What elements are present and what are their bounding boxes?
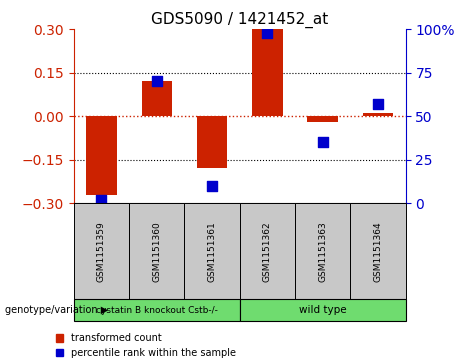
Bar — [74, 299, 240, 321]
Bar — [295, 203, 350, 299]
Bar — [240, 203, 295, 299]
Bar — [142, 81, 172, 116]
Bar — [129, 203, 184, 299]
Point — [98, 197, 105, 203]
Text: cystatin B knockout Cstb-/-: cystatin B knockout Cstb-/- — [96, 306, 218, 315]
Text: genotype/variation ▶: genotype/variation ▶ — [5, 305, 108, 315]
Bar — [197, 116, 227, 168]
Bar — [307, 116, 338, 122]
Point — [319, 139, 326, 145]
Bar — [86, 116, 117, 195]
Bar — [184, 203, 240, 299]
Point — [153, 78, 160, 84]
Text: GSM1151361: GSM1151361 — [207, 221, 217, 282]
Bar — [350, 203, 406, 299]
Title: GDS5090 / 1421452_at: GDS5090 / 1421452_at — [151, 12, 328, 28]
Point — [264, 30, 271, 36]
Text: GSM1151362: GSM1151362 — [263, 221, 272, 282]
Point — [208, 183, 216, 189]
Text: GSM1151363: GSM1151363 — [318, 221, 327, 282]
Bar — [74, 203, 129, 299]
Text: GSM1151360: GSM1151360 — [152, 221, 161, 282]
Point — [374, 101, 382, 107]
Legend: transformed count, percentile rank within the sample: transformed count, percentile rank withi… — [56, 333, 236, 358]
Bar — [240, 299, 406, 321]
Bar — [363, 113, 393, 116]
Text: GSM1151359: GSM1151359 — [97, 221, 106, 282]
Bar — [252, 29, 283, 116]
Text: wild type: wild type — [299, 305, 347, 315]
Text: GSM1151364: GSM1151364 — [373, 221, 383, 282]
